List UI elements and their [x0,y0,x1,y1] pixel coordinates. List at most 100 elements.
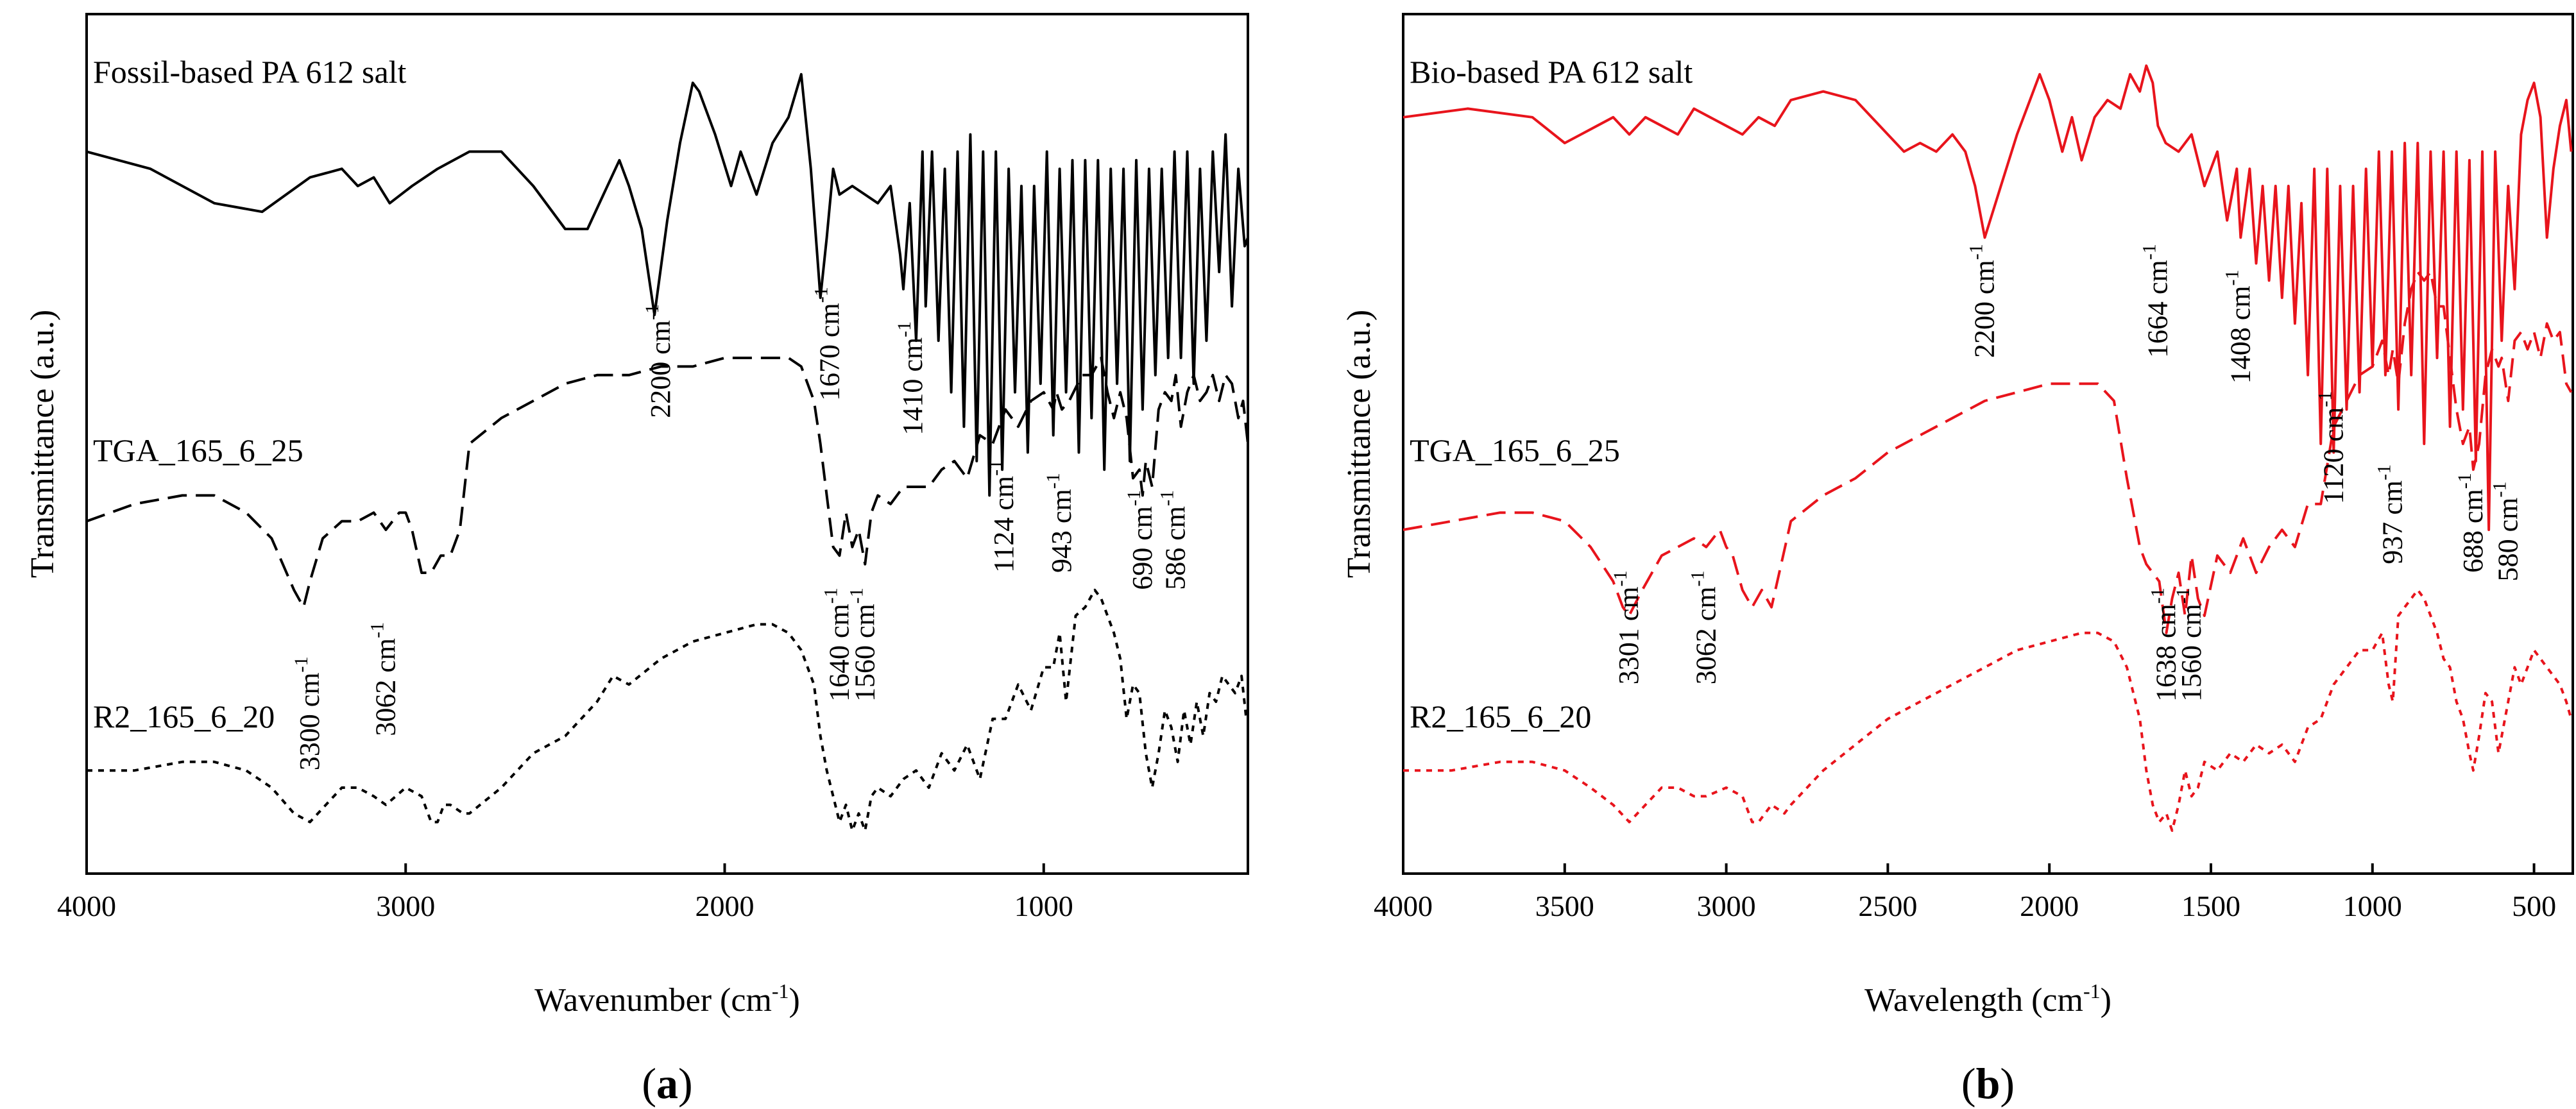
peak-annotation-value: 580 cm [2492,498,2523,582]
peak-annotation-value: 1410 cm [897,337,928,436]
peak-annotation-value: 1120 cm [2317,407,2349,504]
peak-annotation: 3062 cm-1 [1687,570,1721,684]
x-tick-label: 2500 [1858,890,1917,922]
peak-annotation-value: 1560 cm [849,604,880,702]
x-tick-label: 3000 [376,890,435,922]
plot-frame [1402,13,2574,875]
x-axis-title-main: Wavelength (cm [1864,982,2083,1019]
peak-annotation-value: 1638 cm [2150,604,2181,702]
panel-b: 4000 3500 3000 2500 2000 1500 1000 500 Wavelengt… [1341,13,2574,1108]
x-tick-label: 2000 [695,890,755,922]
panel-caption-letter: b [1976,1059,2000,1108]
peak-annotation: 3300 cm-1 [291,656,325,770]
x-tick-label: 4000 [57,890,116,922]
peak-annotation-sup: -1 [1687,570,1708,586]
peak-annotation-sup: -1 [1965,244,1986,260]
series-label: Fossil-based PA 612 salt [93,54,407,90]
peak-annotation-value: 3062 cm [1690,586,1721,684]
x-axis-title-sup: -1 [2083,979,2101,1003]
peak-annotation: 2200 cm-1 [642,304,676,418]
panel-caption: (b) [1961,1059,2015,1108]
peak-annotation-value: 3300 cm [294,672,325,770]
peak-annotation: 943 cm-1 [1043,473,1077,573]
peak-annotation-sup: -1 [1610,570,1631,586]
series-label: R2_165_6_20 [1410,698,1591,734]
peak-annotation-sup: -1 [1157,490,1178,506]
peak-annotation: 688 cm-1 [2454,473,2489,573]
series-line-solid [1403,64,2573,531]
peak-annotation-value: 1640 cm [824,604,855,702]
peak-annotation-sup: -1 [2314,391,2335,407]
x-tick-label: 1000 [1014,890,1073,922]
x-tick-label: 4000 [1374,890,1433,922]
peak-annotation-sup: -1 [2489,482,2510,498]
series-label: TGA_165_6_25 [93,432,303,468]
series-label: Bio-based PA 612 salt [1410,54,1693,90]
peak-annotation-sup: -1 [2221,269,2242,285]
peak-annotation-value: 688 cm [2457,489,2489,573]
peak-annotation-sup: -1 [1043,473,1064,489]
y-axis-title: Transmittance (a.u.) [1341,310,1378,578]
peak-annotation-sup: -1 [846,588,867,604]
peak-annotation: 586 cm-1 [1157,490,1191,590]
plot-frame [85,13,1249,875]
peak-annotation-value: 3062 cm [370,638,401,736]
panel-caption-open: ( [1961,1059,1976,1108]
peak-annotation-sup: -1 [2172,588,2194,604]
peak-annotation-value: 1560 cm [2176,604,2207,702]
peak-annotation: 937 cm-1 [2373,464,2408,564]
peak-annotation-value: 2200 cm [645,320,676,418]
panel-a: 4000 3000 2000 1000 Wavenumber (cm-1) Transmi… [24,13,1249,1108]
peak-annotation: 3301 cm-1 [1610,570,1644,684]
panel-caption-open: ( [642,1059,656,1108]
peak-annotation-sup: -1 [811,287,832,303]
peak-annotation-sup: -1 [2373,464,2394,480]
y-axis-title: Transmittance (a.u.) [24,310,61,578]
peak-annotation-sup: -1 [821,588,842,604]
peak-annotation-value: 690 cm [1127,506,1158,590]
peak-annotation-sup: -1 [366,622,388,638]
peak-annotation-sup: -1 [894,321,915,337]
x-axis-title-sup: -1 [772,979,789,1003]
peak-annotation-value: 1664 cm [2142,260,2173,358]
peak-annotation: 580 cm-1 [2489,482,2523,582]
peak-annotation: 1408 cm-1 [2221,269,2256,384]
peak-annotation: 1640 cm-1 [821,588,855,702]
x-axis-title-end: ) [2101,982,2111,1019]
peak-annotation-sup: -1 [2138,244,2160,260]
series-line-dashed [86,357,1249,609]
series-label: R2_165_6_20 [93,698,275,734]
x-tick-label: 2000 [2020,890,2079,922]
peak-annotation: 1560 cm-1 [2172,588,2207,702]
peak-annotation-sup: -1 [642,304,663,320]
series-label: TGA_165_6_25 [1410,432,1620,468]
peak-annotation-sup: -1 [2147,588,2168,604]
x-tick-label: 3500 [1535,890,1594,922]
peak-annotation-value: 1408 cm [2224,285,2256,384]
peak-annotation: 1124 cm-1 [985,460,1019,573]
peak-annotation-sup: -1 [1123,490,1145,506]
peak-annotation: 1638 cm-1 [2147,588,2181,702]
peak-annotation-value: 937 cm [2376,480,2408,564]
peak-annotation: 1410 cm-1 [894,321,928,436]
peak-annotation-value: 1124 cm [988,476,1019,573]
x-tick-label: 3000 [1697,890,1756,922]
panel-caption-close: ) [678,1059,693,1108]
x-axis-title-end: ) [789,982,800,1019]
peak-annotation: 1670 cm-1 [811,287,846,401]
peak-annotation-sup: -1 [985,460,1006,476]
peak-annotation-value: 586 cm [1160,506,1191,590]
peak-annotation: 1560 cm-1 [846,588,880,702]
peak-annotation-value: 943 cm [1046,489,1077,573]
peak-annotation-value: 1670 cm [814,303,846,401]
peak-annotation: 3062 cm-1 [366,622,401,736]
peak-annotation: 2200 cm-1 [1965,244,2000,358]
series-line-dotted [87,588,1248,832]
peak-annotation: 690 cm-1 [1123,490,1158,590]
panel-caption-close: ) [2000,1059,2015,1108]
panel-caption-letter: a [656,1059,678,1108]
x-axis-title: Wavenumber (cm-1) [534,979,800,1019]
peak-annotation-value: 2200 cm [1968,260,2000,358]
x-tick-label: 1500 [2181,890,2240,922]
